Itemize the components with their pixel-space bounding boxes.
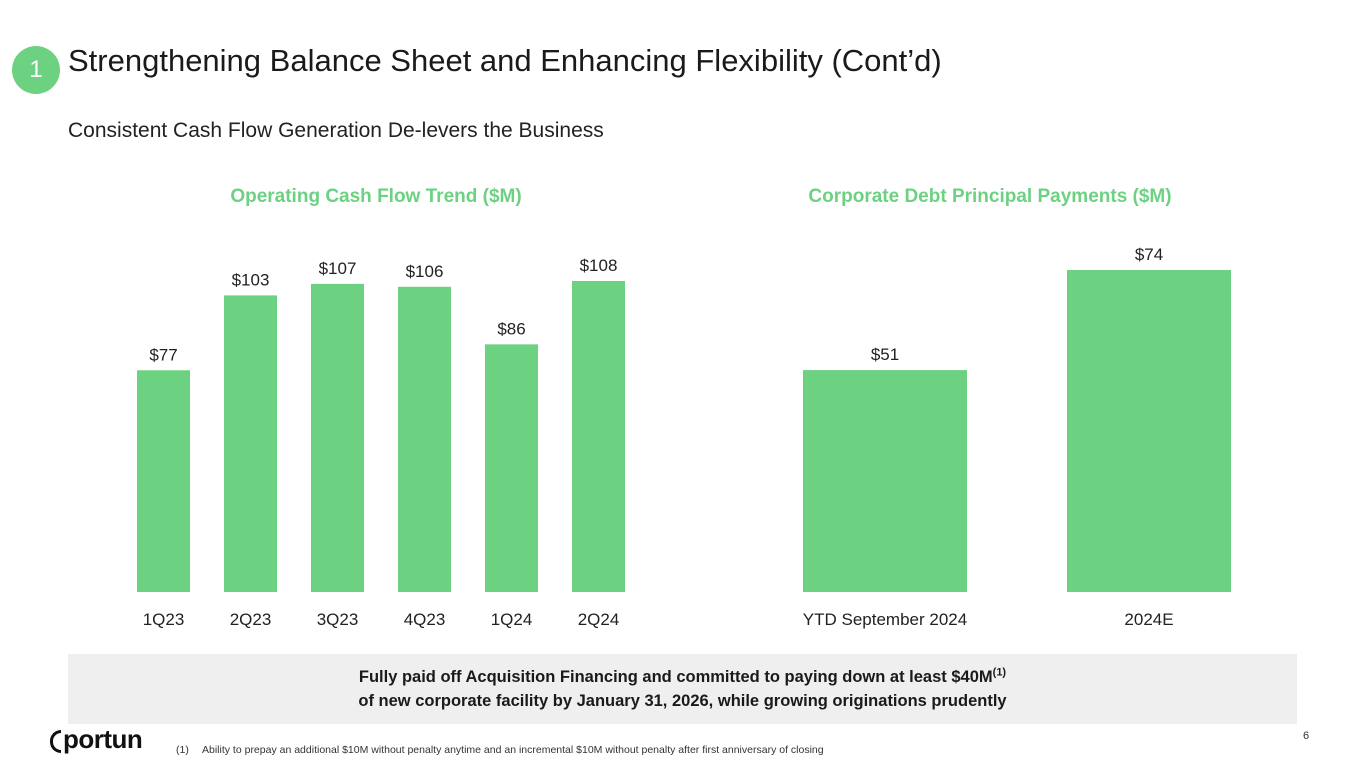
category-label: YTD September 2024 — [803, 610, 967, 629]
slide-subtitle: Consistent Cash Flow Generation De-lever… — [68, 119, 604, 142]
data-label: $86 — [497, 319, 525, 338]
bar-2q24 — [572, 281, 625, 592]
bar-ytd-september-2024 — [803, 370, 967, 592]
data-label: $51 — [871, 345, 899, 364]
bar-3q23 — [311, 283, 364, 592]
callout-line-1: Fully paid off Acquisition Financing and… — [358, 666, 1007, 686]
category-label: 1Q24 — [491, 610, 533, 629]
bar-2024e — [1067, 270, 1231, 592]
category-label: 2024E — [1124, 610, 1173, 629]
callout-box: Fully paid off Acquisition Financing and… — [68, 654, 1297, 724]
footnote: (1) Ability to prepay an additional $10M … — [176, 744, 824, 756]
slide-title: Strengthening Balance Sheet and Enhancin… — [68, 43, 942, 78]
logo-mark-icon — [50, 729, 61, 753]
operating-cash-flow-chart-title: Operating Cash Flow Trend ($M) — [230, 186, 522, 207]
data-label: $107 — [319, 259, 357, 278]
category-label: 2Q24 — [578, 610, 620, 629]
data-label: $77 — [149, 345, 177, 364]
bar-4q23 — [398, 286, 451, 592]
section-number-badge: 1 — [12, 46, 60, 94]
category-label: 1Q23 — [143, 610, 185, 629]
bar-2q23 — [224, 295, 277, 592]
callout-footnote-ref: (1) — [992, 666, 1007, 679]
data-label: $108 — [580, 256, 618, 275]
footnote-text: Ability to prepay an additional $10M wit… — [202, 744, 824, 756]
data-label: $74 — [1135, 245, 1163, 264]
footnote-number: (1) — [176, 744, 189, 756]
data-label: $103 — [232, 270, 270, 289]
category-label: 3Q23 — [317, 610, 359, 629]
debt-payments-chart-title: Corporate Debt Principal Payments ($M) — [808, 186, 1172, 207]
category-label: 4Q23 — [404, 610, 446, 629]
bar-1q23 — [137, 370, 190, 592]
logo-text: portun — [63, 724, 143, 754]
oportun-logo: portun — [50, 724, 143, 755]
callout-line-2: of new corporate facility by January 31,… — [358, 692, 1007, 710]
page-number: 6 — [1303, 730, 1310, 742]
data-label: $106 — [406, 262, 444, 281]
category-label: 2Q23 — [230, 610, 272, 629]
bar-1q24 — [485, 344, 538, 592]
